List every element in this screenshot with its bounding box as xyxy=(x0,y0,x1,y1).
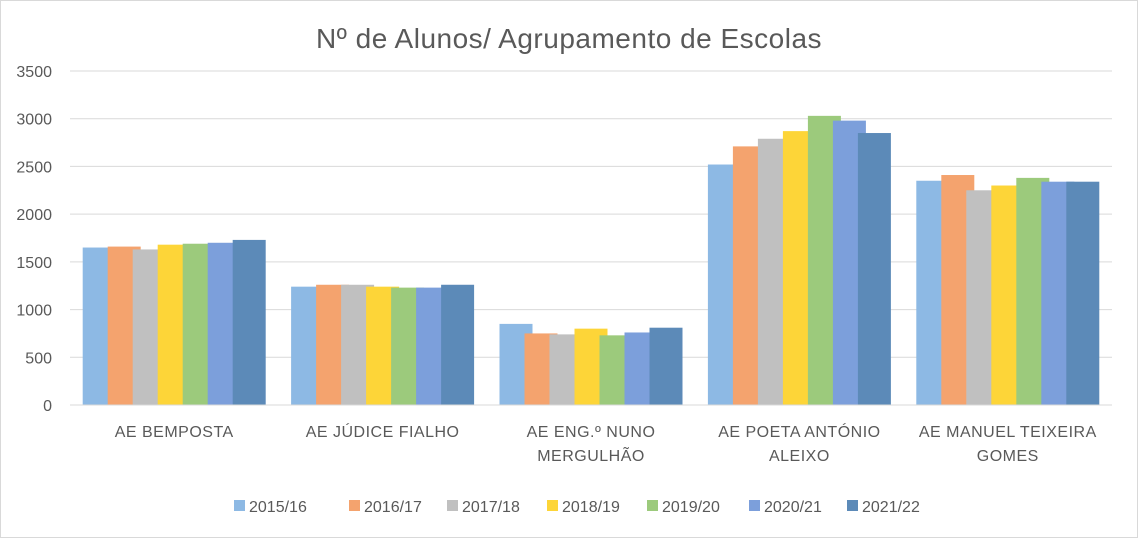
x-category-label: AE JÚDICE FIALHO xyxy=(306,422,460,441)
x-category-label: AE MANUEL TEIXEIRA xyxy=(919,424,1097,441)
x-axis-categories: AE BEMPOSTA AE JÚDICE FIALHO AE ENG.º NUNO… xyxy=(115,422,1097,465)
legend-swatch xyxy=(647,500,658,511)
y-tick-label: 500 xyxy=(25,350,52,367)
y-tick-label: 1000 xyxy=(16,303,52,320)
bar xyxy=(441,284,475,405)
legend-label: 2021/22 xyxy=(862,499,920,516)
legend-label: 2020/21 xyxy=(764,499,822,516)
legend-label: 2015/16 xyxy=(249,499,307,516)
bar xyxy=(857,133,891,405)
legend-swatch xyxy=(547,500,558,511)
bar xyxy=(232,239,266,405)
bar xyxy=(1066,181,1100,405)
legend-label: 2017/18 xyxy=(462,499,520,516)
legend-swatch xyxy=(234,500,245,511)
y-tick-label: 0 xyxy=(43,398,52,415)
y-tick-label: 2500 xyxy=(16,159,52,176)
x-category-label: GOMES xyxy=(977,448,1039,465)
legend-swatch xyxy=(349,500,360,511)
legend: 2015/16 2016/17 2017/18 2018/19 2019/20 2020/… xyxy=(234,499,920,516)
x-category-label: ALEIXO xyxy=(769,448,830,465)
y-tick-label: 3000 xyxy=(16,112,52,129)
bar xyxy=(649,327,683,405)
legend-label: 2018/19 xyxy=(562,499,620,516)
x-category-label: AE ENG.º NUNO xyxy=(527,424,656,441)
y-axis-ticks: 0 500 1000 1500 2000 2500 3000 3500 xyxy=(16,64,52,415)
y-tick-label: 1500 xyxy=(16,255,52,272)
legend-label: 2019/20 xyxy=(662,499,720,516)
legend-swatch xyxy=(749,500,760,511)
legend-swatch xyxy=(447,500,458,511)
x-category-label: AE POETA ANTÓNIO xyxy=(718,422,880,441)
y-tick-label: 2000 xyxy=(16,207,52,224)
legend-label: 2016/17 xyxy=(364,499,422,516)
chart-title: Nº de Alunos/ Agrupamento de Escolas xyxy=(316,23,822,54)
x-category-label: MERGULHÃO xyxy=(537,445,645,465)
x-category-label: AE BEMPOSTA xyxy=(115,424,234,441)
bars xyxy=(82,115,1100,406)
legend-swatch xyxy=(847,500,858,511)
y-tick-label: 3500 xyxy=(16,64,52,81)
